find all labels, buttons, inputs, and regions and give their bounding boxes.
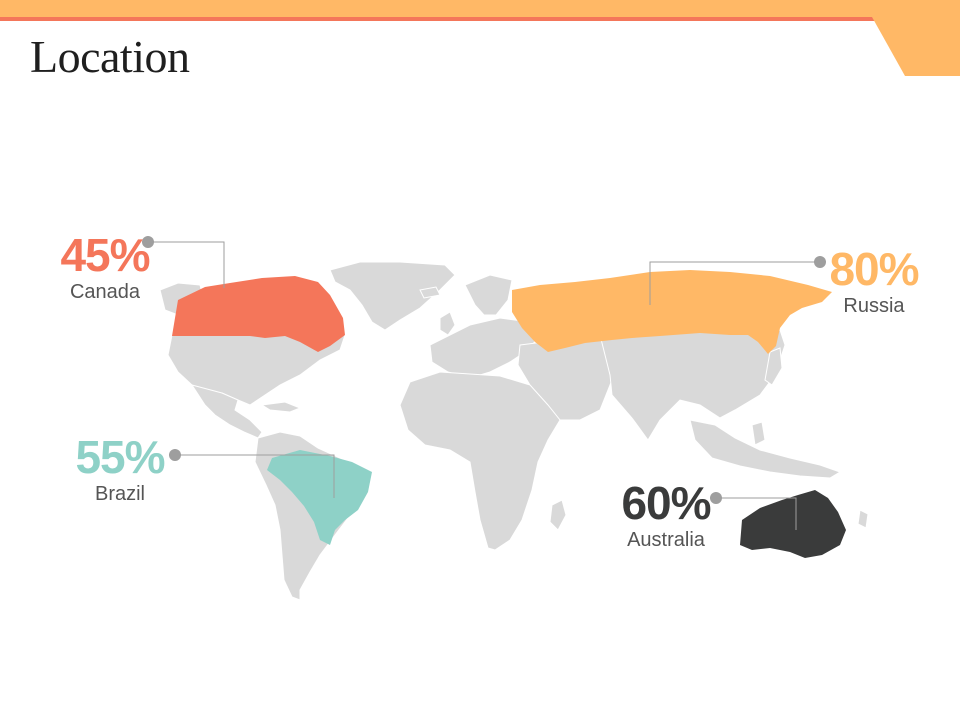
header-band	[0, 0, 960, 76]
brazil-connector-dot	[169, 449, 181, 461]
greenland-shape	[329, 261, 456, 331]
iceland-shape	[419, 286, 441, 299]
canada-percent: 45%	[60, 229, 150, 281]
australia-label: Australia	[627, 529, 705, 551]
canada-callout: 45% Canada	[50, 230, 160, 304]
australia-callout: 60% Australia	[608, 478, 724, 552]
brazil-percent: 55%	[75, 431, 165, 483]
brazil-label: Brazil	[94, 483, 145, 505]
canada-label: Canada	[69, 281, 141, 303]
brazil-shape	[267, 450, 372, 545]
mexico-shape	[190, 384, 263, 439]
africa-shape	[399, 371, 561, 551]
australia-connector-dot	[710, 492, 722, 504]
canada-connector	[148, 241, 225, 288]
scandinavia-shape	[464, 274, 513, 316]
brazil-connector	[175, 454, 335, 498]
caribbean-shape	[260, 401, 302, 413]
russia-shape	[512, 270, 832, 354]
page-title: Location	[30, 31, 190, 82]
asia-shape	[599, 329, 786, 441]
russia-callout: 80% Russia	[818, 244, 930, 318]
australia-connector	[716, 497, 797, 530]
russia-percent: 80%	[829, 243, 919, 295]
russia-connector	[649, 261, 820, 305]
australia-percent: 60%	[621, 477, 711, 529]
new-zealand-shape	[857, 509, 869, 529]
russia-connector-dot	[814, 256, 826, 268]
australia-shape	[740, 490, 846, 558]
usa-shape	[167, 334, 346, 406]
madagascar-shape	[549, 499, 567, 531]
brazil-callout: 55% Brazil	[64, 432, 176, 506]
japan-shape	[764, 347, 783, 386]
canada-shape	[172, 276, 345, 352]
philippines-shape	[751, 421, 766, 446]
canada-connector-dot	[142, 236, 154, 248]
russia-label: Russia	[843, 295, 905, 317]
se-asia-shape	[689, 419, 842, 479]
uk-shape	[439, 311, 456, 336]
